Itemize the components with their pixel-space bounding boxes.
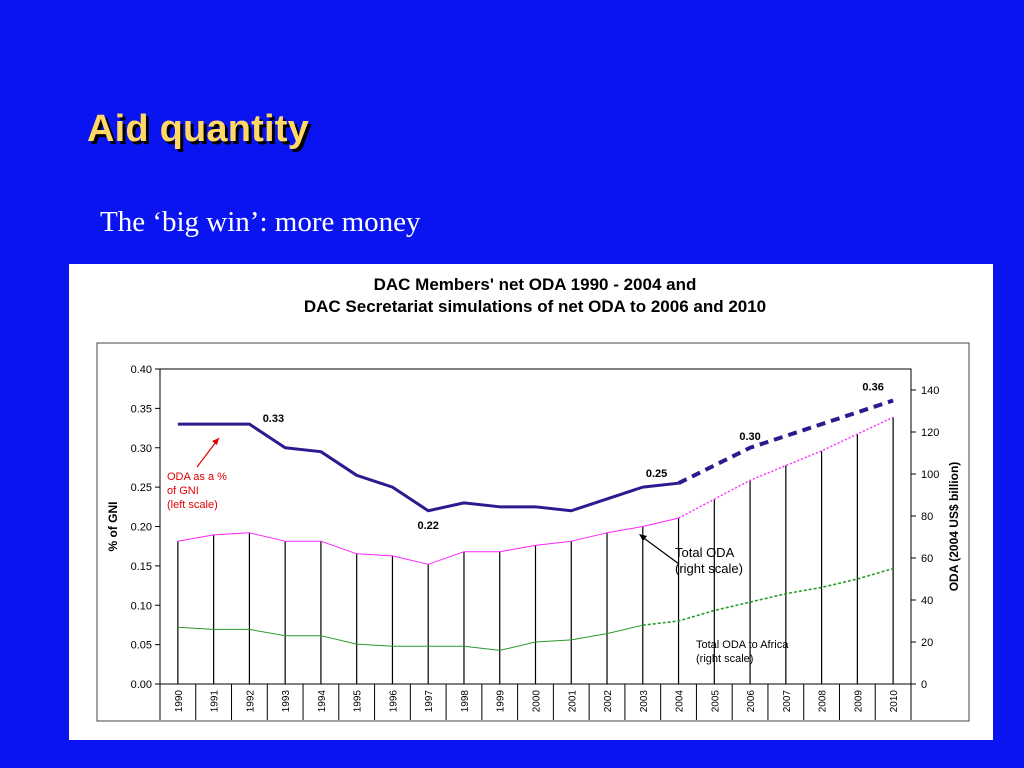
- africa-oda-annotation-label: Total ODA to Africa: [696, 639, 789, 651]
- x-tick-label: 1997: [424, 690, 435, 713]
- left-tick-label: 0.25: [131, 482, 152, 494]
- left-tick-label: 0.20: [131, 522, 152, 534]
- gni-annotation-label: (left scale): [167, 499, 218, 511]
- right-tick-label: 40: [921, 595, 933, 607]
- africa-oda-annotation-label: (right scale): [696, 653, 753, 665]
- x-tick-label: 1996: [388, 690, 399, 713]
- total-oda-annotation-arrow: [640, 535, 680, 565]
- left-tick-label: 0.10: [131, 600, 152, 612]
- chart-plot: 0.00 0.05 0.10 0.15 0.20 0.25 0.30 0.35 0.40 0 20 4…: [106, 364, 961, 720]
- value-label: 0.36: [862, 382, 883, 394]
- gni-annotation-label: ODA as a %: [167, 471, 227, 483]
- left-tick-label: 0.40: [131, 364, 152, 376]
- x-tick-label: 1991: [210, 690, 221, 713]
- gni-annotation-label: of GNI: [167, 485, 199, 497]
- value-label: 0.30: [739, 431, 760, 443]
- x-tick-label: 2010: [889, 690, 900, 713]
- right-tick-label: 60: [921, 553, 933, 565]
- right-tick-label: 140: [921, 385, 939, 397]
- total-oda-annotation-arrowhead: [639, 534, 647, 541]
- left-tick-label: 0.30: [131, 443, 152, 455]
- x-tick-label: 2005: [710, 690, 721, 713]
- africa-oda-line: [177, 624, 643, 651]
- total-oda-annotation-label: Total ODA: [675, 545, 735, 560]
- x-tick-label: 1998: [460, 690, 471, 713]
- x-tick-label: 1999: [496, 690, 507, 713]
- right-tick-label: 120: [921, 427, 939, 439]
- left-tick-label: 0.15: [131, 561, 152, 573]
- x-tick-label: 1992: [245, 690, 256, 713]
- x-tick-label: 2002: [603, 690, 614, 713]
- value-label: 0.25: [646, 468, 667, 480]
- chart-title: DAC Members' net ODA 1990 - 2004 and: [374, 275, 697, 294]
- oda-gni-line: [177, 422, 679, 513]
- slide-title: Aid quantity: [87, 108, 309, 150]
- x-tick-label: 1990: [174, 690, 185, 713]
- left-axis-label: % of GNI: [106, 502, 120, 552]
- right-tick-label: 0: [921, 679, 927, 691]
- x-tick-label: 2008: [818, 690, 829, 713]
- x-tick-label: 2006: [746, 690, 757, 713]
- value-label: 0.33: [263, 413, 284, 425]
- left-tick-label: 0.35: [131, 403, 152, 415]
- value-label: 0.22: [418, 520, 439, 532]
- slide-subtitle: The ‘big win’: more money: [100, 206, 421, 238]
- right-tick-label: 20: [921, 637, 933, 649]
- x-tick-label: 2007: [782, 690, 793, 713]
- right-tick-label: 100: [921, 469, 939, 481]
- oda-chart: DAC Members' net ODA 1990 - 2004 and DAC…: [69, 264, 993, 740]
- gni-annotation-arrowhead: [212, 438, 219, 445]
- oda-gni-projection: [677, 398, 894, 485]
- x-tick-label: 2000: [532, 690, 543, 713]
- right-axis-label: ODA (2004 US$ billion): [947, 462, 961, 592]
- africa-oda-projection: [642, 567, 894, 626]
- total-oda-line: [177, 517, 679, 565]
- x-tick-label: 1993: [281, 690, 292, 713]
- x-tick-label: 2009: [853, 690, 864, 713]
- left-tick-label: 0.05: [131, 640, 152, 652]
- x-tick-label: 2001: [567, 690, 578, 713]
- x-tick-label: 1994: [317, 690, 328, 713]
- x-tick-label: 2004: [675, 690, 686, 713]
- chart-frame: [96, 342, 970, 722]
- x-tick-label: 1995: [353, 690, 364, 713]
- total-oda-annotation-label: (right scale): [675, 561, 743, 576]
- chart-subtitle: DAC Secretariat simulations of net ODA t…: [304, 297, 766, 316]
- total-oda-projection: [678, 416, 894, 519]
- x-tick-label: 2003: [639, 690, 650, 713]
- left-tick-label: 0.00: [131, 679, 152, 691]
- right-tick-label: 80: [921, 511, 933, 523]
